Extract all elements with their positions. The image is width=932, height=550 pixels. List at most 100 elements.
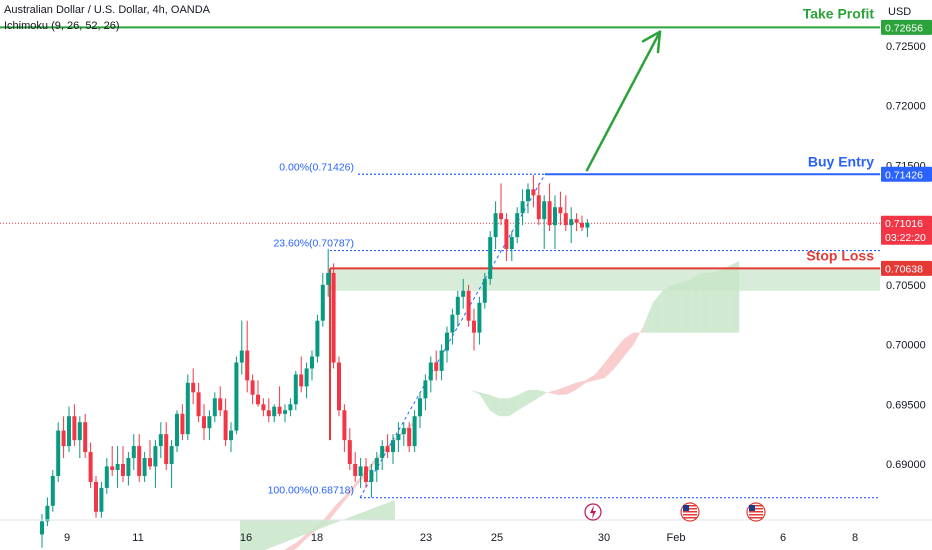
candle-body xyxy=(288,404,293,411)
candle-body xyxy=(77,422,82,441)
cloud-segment xyxy=(297,533,308,548)
candle-body xyxy=(293,374,298,405)
cloud-segment xyxy=(595,362,605,381)
candle-body xyxy=(104,466,109,488)
symbol-title: Australian Dollar / U.S. Dollar, 4h, OAN… xyxy=(4,4,211,16)
cloud-segment xyxy=(643,302,653,333)
candle-body xyxy=(94,481,98,512)
cloud-segment xyxy=(547,389,557,395)
cloud-segment xyxy=(556,386,567,395)
price-tick-label: 0.72500 xyxy=(886,41,926,53)
price-axis: USD0.725000.720000.715000.705000.700000.… xyxy=(880,0,932,520)
indicator-label[interactable]: Ichimoku (9, 26, 52, 26) xyxy=(4,20,120,32)
candle-body xyxy=(477,302,482,333)
cloud-segment xyxy=(326,504,336,524)
candle-body xyxy=(72,416,77,441)
candle-body xyxy=(175,413,179,447)
candle-body xyxy=(412,416,417,447)
candle-body xyxy=(461,290,466,297)
candle-body xyxy=(434,362,439,371)
candle-body xyxy=(299,374,304,387)
candle-body xyxy=(126,458,131,476)
candle-body xyxy=(304,368,309,387)
cloud-segment xyxy=(566,382,576,395)
stop-loss-label: Stop Loss xyxy=(806,247,874,263)
us-flag-icon-stripe xyxy=(749,505,763,507)
us-flag-icon-stripe xyxy=(683,517,697,519)
candle-body xyxy=(234,362,239,431)
candle-body xyxy=(542,201,547,220)
time-tick-label: 16 xyxy=(240,532,252,544)
price-tick-label: 0.69500 xyxy=(886,399,926,411)
ichimoku-cloud xyxy=(240,260,740,550)
candle-body xyxy=(158,434,163,447)
candle-body xyxy=(482,278,487,303)
candle-body xyxy=(353,464,358,476)
us-flag-icon-stripe xyxy=(749,511,763,513)
cloud-segment xyxy=(489,394,500,417)
candle-body xyxy=(585,222,590,228)
candle-body xyxy=(331,272,336,363)
candle-body xyxy=(580,222,584,228)
take-profit-label: Take Profit xyxy=(803,5,875,21)
candle-body xyxy=(212,398,217,417)
us-flag-icon[interactable] xyxy=(680,502,700,522)
cloud-segment xyxy=(585,374,596,383)
us-flag-icon[interactable] xyxy=(746,502,766,522)
candle-body xyxy=(185,382,190,435)
cloud-segment xyxy=(336,495,346,512)
candle-body xyxy=(245,350,250,381)
price-axis-panel[interactable] xyxy=(880,0,932,520)
candle-body xyxy=(369,469,374,482)
support-zone xyxy=(330,268,880,291)
time-tick-label: 30 xyxy=(598,532,610,544)
take-profit-price-tag-text: 0.72656 xyxy=(885,22,923,34)
price-tick-label: 0.70000 xyxy=(886,340,926,352)
take-profit-price-tag xyxy=(881,19,932,35)
cloud-segment xyxy=(633,326,644,345)
candle-body xyxy=(428,362,433,381)
candle-body xyxy=(207,416,212,429)
candle-body xyxy=(509,237,514,250)
candle-body xyxy=(455,296,460,315)
stop-loss-price-tag-text: 0.70638 xyxy=(885,263,923,275)
candle-body xyxy=(536,195,541,220)
candle-body xyxy=(218,398,223,411)
candle-body xyxy=(553,207,557,226)
cloud-segment xyxy=(681,278,692,333)
cloud-segment xyxy=(672,282,682,333)
candle-body xyxy=(547,201,552,226)
current-price-tag xyxy=(881,215,932,245)
us-flag-icon-stripe xyxy=(749,514,763,516)
candle-body xyxy=(137,446,142,476)
current-price-tag-countdown: 03:22:20 xyxy=(885,232,926,244)
cloud-segment xyxy=(662,284,672,333)
candle-body xyxy=(472,320,476,333)
candle-body xyxy=(493,213,498,238)
candle-body xyxy=(67,416,71,447)
cloud-segment xyxy=(528,389,538,405)
candle-body xyxy=(385,446,390,453)
cloud-segment xyxy=(614,338,624,369)
us-flag-icon-canton xyxy=(749,505,755,511)
us-flag-icon-stripe xyxy=(683,505,697,507)
candle-body xyxy=(320,284,325,321)
candle-body xyxy=(531,189,536,196)
candle-body xyxy=(272,406,277,417)
candle-body xyxy=(326,272,331,285)
candle-body xyxy=(88,452,93,482)
us-flag-icon-stripe xyxy=(683,514,697,516)
candle-body xyxy=(164,434,169,464)
support-zone-box xyxy=(330,268,880,291)
lightning-icon[interactable] xyxy=(584,503,602,521)
candle-body xyxy=(169,446,174,464)
candle-body xyxy=(558,207,563,214)
time-tick-label: 9 xyxy=(64,532,70,544)
fib-level-label: 0.00%(0.71426) xyxy=(279,161,354,173)
price-levels: Take Profit Buy Entry Stop Loss xyxy=(0,5,880,441)
cloud-segment xyxy=(624,332,634,357)
candle-body xyxy=(277,406,282,414)
time-tick-label: 23 xyxy=(420,532,432,544)
